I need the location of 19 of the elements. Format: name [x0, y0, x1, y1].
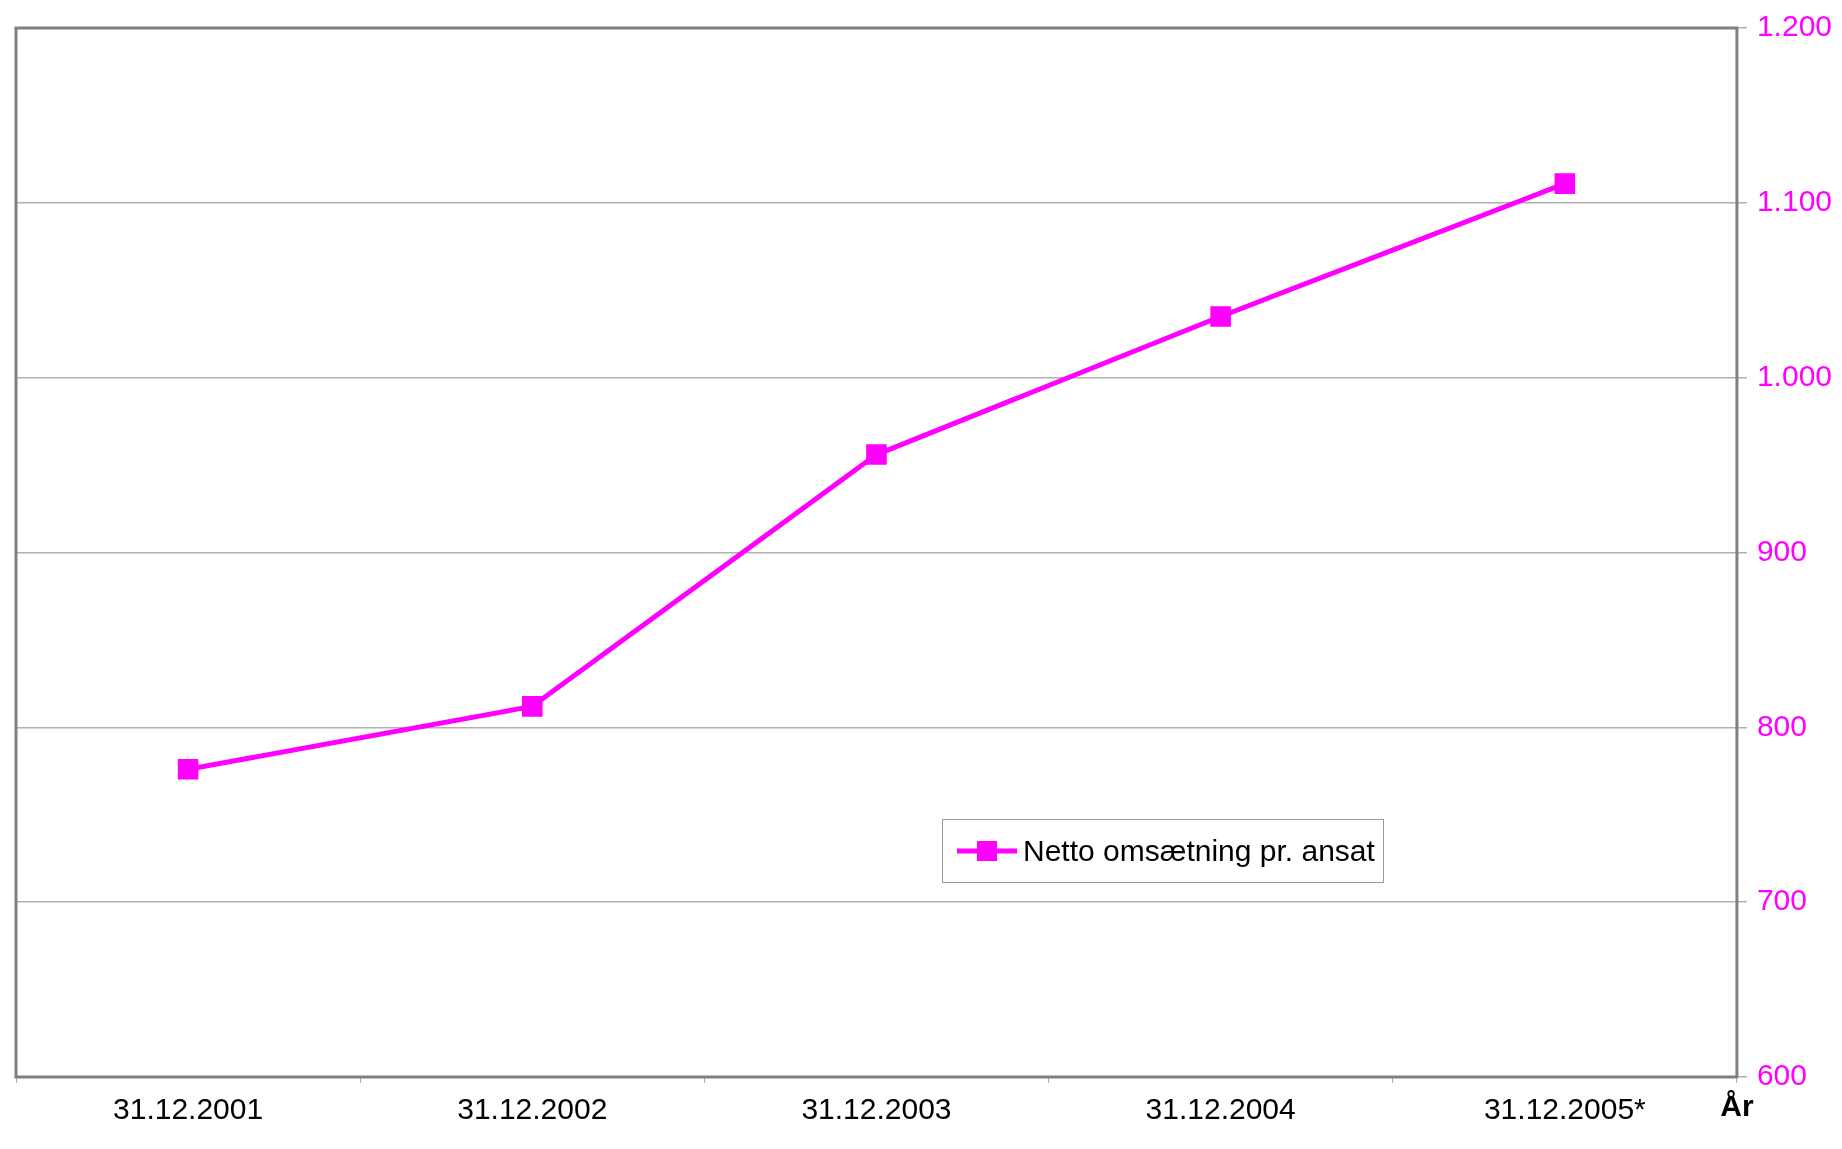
x-tick-label: 31.12.2005*	[1483, 1092, 1647, 1126]
legend-label: Netto omsætning pr. ansat	[1023, 834, 1375, 868]
x-axis-title: År	[1720, 1089, 1754, 1123]
x-tick-label: 31.12.2001	[113, 1092, 264, 1126]
y-tick-label: 900	[1756, 533, 1807, 567]
x-tick-label: 31.12.2004	[1145, 1092, 1296, 1126]
y-tick-label: 1.200	[1756, 9, 1832, 43]
point	[177, 759, 199, 780]
point	[1554, 173, 1576, 194]
point	[866, 444, 887, 465]
point	[522, 696, 543, 717]
y-tick-label: 1.100	[1756, 184, 1832, 218]
y-tick-label: 1.000	[1756, 358, 1832, 392]
x-tick-label: 31.12.2003	[801, 1092, 952, 1126]
y-tick-label: 800	[1756, 708, 1807, 742]
y-tick-label: 600	[1756, 1058, 1807, 1092]
y-tick-label: 700	[1756, 883, 1807, 917]
point	[1210, 306, 1231, 327]
x-tick-label: 31.12.2002	[457, 1092, 608, 1126]
